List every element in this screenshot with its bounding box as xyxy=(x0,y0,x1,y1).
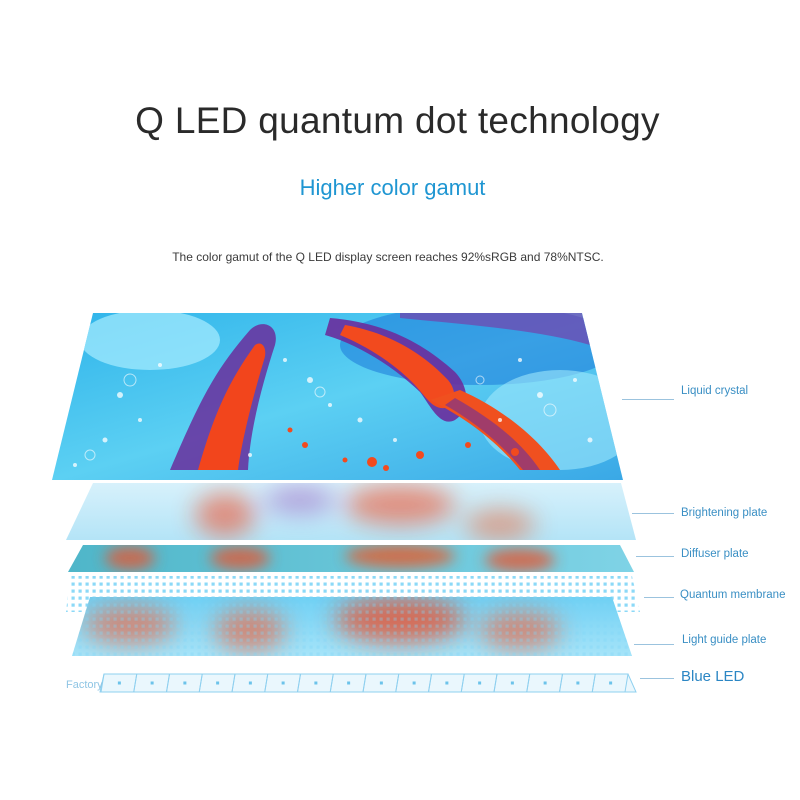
led-chip xyxy=(445,681,449,685)
led-chip xyxy=(412,681,416,685)
page-subtitle: Higher color gamut xyxy=(299,175,486,200)
leader-diffuser-plate xyxy=(636,556,674,557)
led-chip xyxy=(183,681,187,685)
led-chip xyxy=(379,681,383,685)
page-title: Q LED quantum dot technology xyxy=(135,100,660,141)
leader-quantum-membrane xyxy=(644,597,674,598)
led-chip xyxy=(478,681,482,685)
blue-led-strip xyxy=(99,673,637,693)
leader-light-guide-plate xyxy=(634,644,674,645)
label-brightening-plate: Brightening plate xyxy=(681,507,768,519)
label-quantum-membrane: Quantum membrane xyxy=(680,589,786,601)
label-liquid-crystal: Liquid crystal xyxy=(681,385,749,397)
led-cell xyxy=(591,673,629,693)
diffuser-plate-layer xyxy=(68,545,634,572)
led-chip xyxy=(347,681,351,685)
light-guide-plate-layer xyxy=(72,597,632,656)
led-chip xyxy=(150,681,154,685)
factory-label: Factory xyxy=(66,679,103,691)
led-chip xyxy=(117,681,121,685)
liquid-crystal-layer xyxy=(52,313,623,480)
leader-brightening-plate xyxy=(632,513,674,514)
led-chip xyxy=(609,681,613,685)
led-chip xyxy=(576,681,580,685)
led-chip xyxy=(510,681,514,685)
label-blue-led: Blue LED xyxy=(681,668,745,685)
led-chip xyxy=(543,681,547,685)
led-chip xyxy=(248,681,252,685)
leader-blue-led xyxy=(640,678,674,679)
led-chip xyxy=(314,681,318,685)
led-chip xyxy=(281,681,285,685)
gamut-caption: The color gamut of the Q LED display scr… xyxy=(172,250,604,264)
leader-liquid-crystal xyxy=(622,399,674,400)
brightening-plate-layer xyxy=(66,483,636,540)
label-light-guide-plate: Light guide plate xyxy=(682,634,767,646)
label-diffuser-plate: Diffuser plate xyxy=(681,548,749,560)
led-chip xyxy=(216,681,220,685)
